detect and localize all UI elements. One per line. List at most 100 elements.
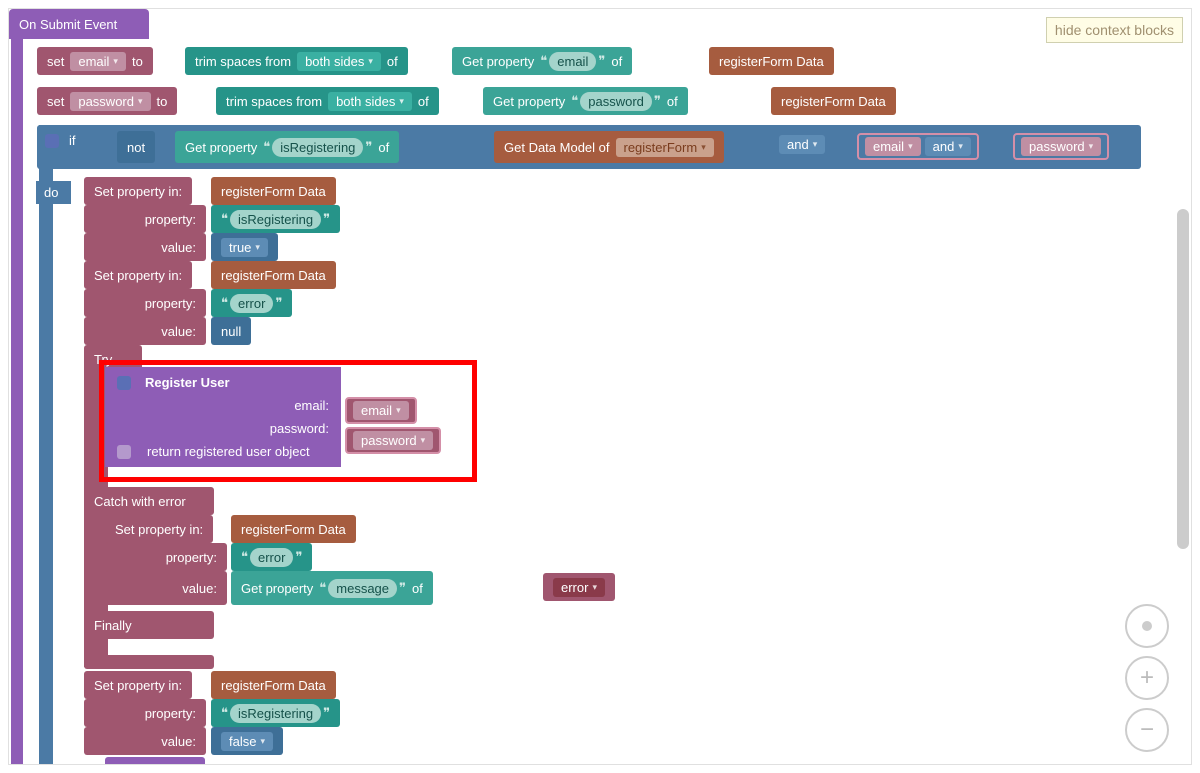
formdata-label-2: registerForm Data xyxy=(781,94,886,109)
catch-label-block[interactable]: Catch with error xyxy=(84,487,214,515)
if-label: if xyxy=(69,133,76,148)
getprop-label-2: Get property xyxy=(493,94,565,109)
center-icon[interactable] xyxy=(1125,604,1169,648)
block-workspace[interactable]: hide context blocks + − On Submit Event … xyxy=(8,8,1192,765)
set-label: set xyxy=(47,54,64,69)
return-checkbox[interactable] xyxy=(117,445,131,459)
prop-message[interactable]: message xyxy=(328,579,397,598)
password-cond-chip-wrap[interactable]: password xyxy=(1013,133,1109,160)
setprop-2-data[interactable]: registerForm Data xyxy=(211,261,336,289)
prop-password[interactable]: password xyxy=(580,92,652,111)
setprop-3-proplbl: property: xyxy=(105,543,227,571)
prop-isreg-2[interactable]: isRegistering xyxy=(230,704,321,723)
trim-block-1[interactable]: trim spaces from both sides of xyxy=(185,47,408,75)
setprop-2-prop[interactable]: ❝error❞ xyxy=(211,289,292,317)
getmodel-block[interactable]: Get Data Model of registerForm xyxy=(494,131,724,163)
getprop-cond[interactable]: Get property ❝isRegistering❞ of xyxy=(175,131,399,163)
prop-error-2[interactable]: error xyxy=(250,548,293,567)
getprop-label: Get property xyxy=(462,54,534,69)
of-label-2: of xyxy=(418,94,429,109)
sides-chip-2[interactable]: both sides xyxy=(328,92,412,111)
event-title: On Submit Event xyxy=(19,17,117,32)
setprop-4-data[interactable]: registerForm Data xyxy=(211,671,336,699)
trim-label-2: trim spaces from xyxy=(226,94,322,109)
error-var-block[interactable]: error xyxy=(543,573,615,601)
true-chip[interactable]: true xyxy=(221,238,268,257)
email-cond-chip-wrap[interactable]: email and xyxy=(857,133,979,160)
gear-icon-2[interactable] xyxy=(117,376,131,390)
prop-label-2: property: xyxy=(145,296,196,311)
zoom-in-button[interactable]: + xyxy=(1125,656,1169,700)
of-label-3: of xyxy=(412,581,423,596)
formdata-block-1[interactable]: registerForm Data xyxy=(709,47,834,75)
password-cond-chip[interactable]: password xyxy=(1021,137,1101,156)
setprop-4-val[interactable]: false xyxy=(211,727,283,755)
not-block[interactable]: not xyxy=(117,131,155,163)
event-header[interactable]: On Submit Event xyxy=(9,9,149,39)
set-label-2: set xyxy=(47,94,64,109)
of-cond-label: of xyxy=(378,140,389,155)
setprop-label-3: Set property in: xyxy=(115,522,203,537)
setprop-1-val[interactable]: true xyxy=(211,233,278,261)
zoom-controls: + − xyxy=(1125,604,1169,752)
if-spine xyxy=(39,125,53,765)
vertical-scrollbar[interactable] xyxy=(1177,49,1189,754)
sides-chip-1[interactable]: both sides xyxy=(297,52,381,71)
setprop-3-line1[interactable]: Set property in: xyxy=(105,515,213,543)
set-password-block[interactable]: set password to xyxy=(37,87,177,115)
setprop-1-vallbl: value: xyxy=(84,233,206,261)
prop-isreg[interactable]: isRegistering xyxy=(272,138,363,157)
register-email-chip[interactable]: email xyxy=(353,401,409,420)
setprop-4-line1[interactable]: Set property in: xyxy=(84,671,192,699)
and-label-2[interactable]: and xyxy=(925,137,971,156)
setprop-3-prop[interactable]: ❝error❞ xyxy=(231,543,312,571)
setprop-1-prop[interactable]: ❝isRegistering❞ xyxy=(211,205,340,233)
null-chip: null xyxy=(221,324,241,339)
register-title: Register User xyxy=(145,375,230,390)
var-email-chip[interactable]: email xyxy=(70,52,126,71)
empty-notch xyxy=(109,639,165,651)
var-password-chip[interactable]: password xyxy=(70,92,150,111)
getprop-cond-label: Get property xyxy=(185,140,257,155)
set-email-block[interactable]: set email to xyxy=(37,47,153,75)
prop-label-4: property: xyxy=(145,706,196,721)
setprop-3-getprop[interactable]: Get property ❝message❞ of xyxy=(231,571,433,605)
getprop-block-1[interactable]: Get property ❝email❞ of xyxy=(452,47,632,75)
gear-icon[interactable] xyxy=(45,134,59,148)
catch-label: Catch with error xyxy=(94,494,186,509)
event-footer xyxy=(105,757,205,765)
prop-isreg-1[interactable]: isRegistering xyxy=(230,210,321,229)
prop-email[interactable]: email xyxy=(549,52,596,71)
and-chip-1[interactable]: and xyxy=(779,135,825,154)
error-chip[interactable]: error xyxy=(553,578,605,597)
model-chip[interactable]: registerForm xyxy=(616,138,714,157)
val-label-2: value: xyxy=(161,324,196,339)
setprop-2-line1[interactable]: Set property in: xyxy=(84,261,192,289)
zoom-out-button[interactable]: − xyxy=(1125,708,1169,752)
val-label-1: value: xyxy=(161,240,196,255)
setprop-2-vallbl: value: xyxy=(84,317,206,345)
prop-error-1[interactable]: error xyxy=(230,294,273,313)
register-user-block[interactable]: Register User email: password: return re… xyxy=(105,367,341,467)
and-label-1: and xyxy=(779,135,825,154)
register-email-chip-wrap[interactable]: email xyxy=(345,397,417,424)
setprop-4-prop[interactable]: ❝isRegistering❞ xyxy=(211,699,340,727)
prop-label-1: property: xyxy=(145,212,196,227)
hide-context-blocks-button[interactable]: hide context blocks xyxy=(1046,17,1183,43)
setprop-3-data[interactable]: registerForm Data xyxy=(231,515,356,543)
register-password-chip[interactable]: password xyxy=(353,431,433,450)
getprop-block-2[interactable]: Get property ❝password❞ of xyxy=(483,87,688,115)
setprop-label-1: Set property in: xyxy=(94,184,182,199)
false-chip[interactable]: false xyxy=(221,732,273,751)
setprop-1-line1[interactable]: Set property in: xyxy=(84,177,192,205)
scrollbar-thumb[interactable] xyxy=(1177,209,1189,549)
setprop-2-val[interactable]: null xyxy=(211,317,251,345)
formdata-block-2[interactable]: registerForm Data xyxy=(771,87,896,115)
email-cond-chip[interactable]: email xyxy=(865,137,921,156)
val-label-4: value: xyxy=(161,734,196,749)
finally-label-block[interactable]: Finally xyxy=(84,611,214,639)
setprop-1-data[interactable]: registerForm Data xyxy=(211,177,336,205)
getmodel-label: Get Data Model of xyxy=(504,140,610,155)
trim-block-2[interactable]: trim spaces from both sides of xyxy=(216,87,439,115)
register-password-chip-wrap[interactable]: password xyxy=(345,427,441,454)
